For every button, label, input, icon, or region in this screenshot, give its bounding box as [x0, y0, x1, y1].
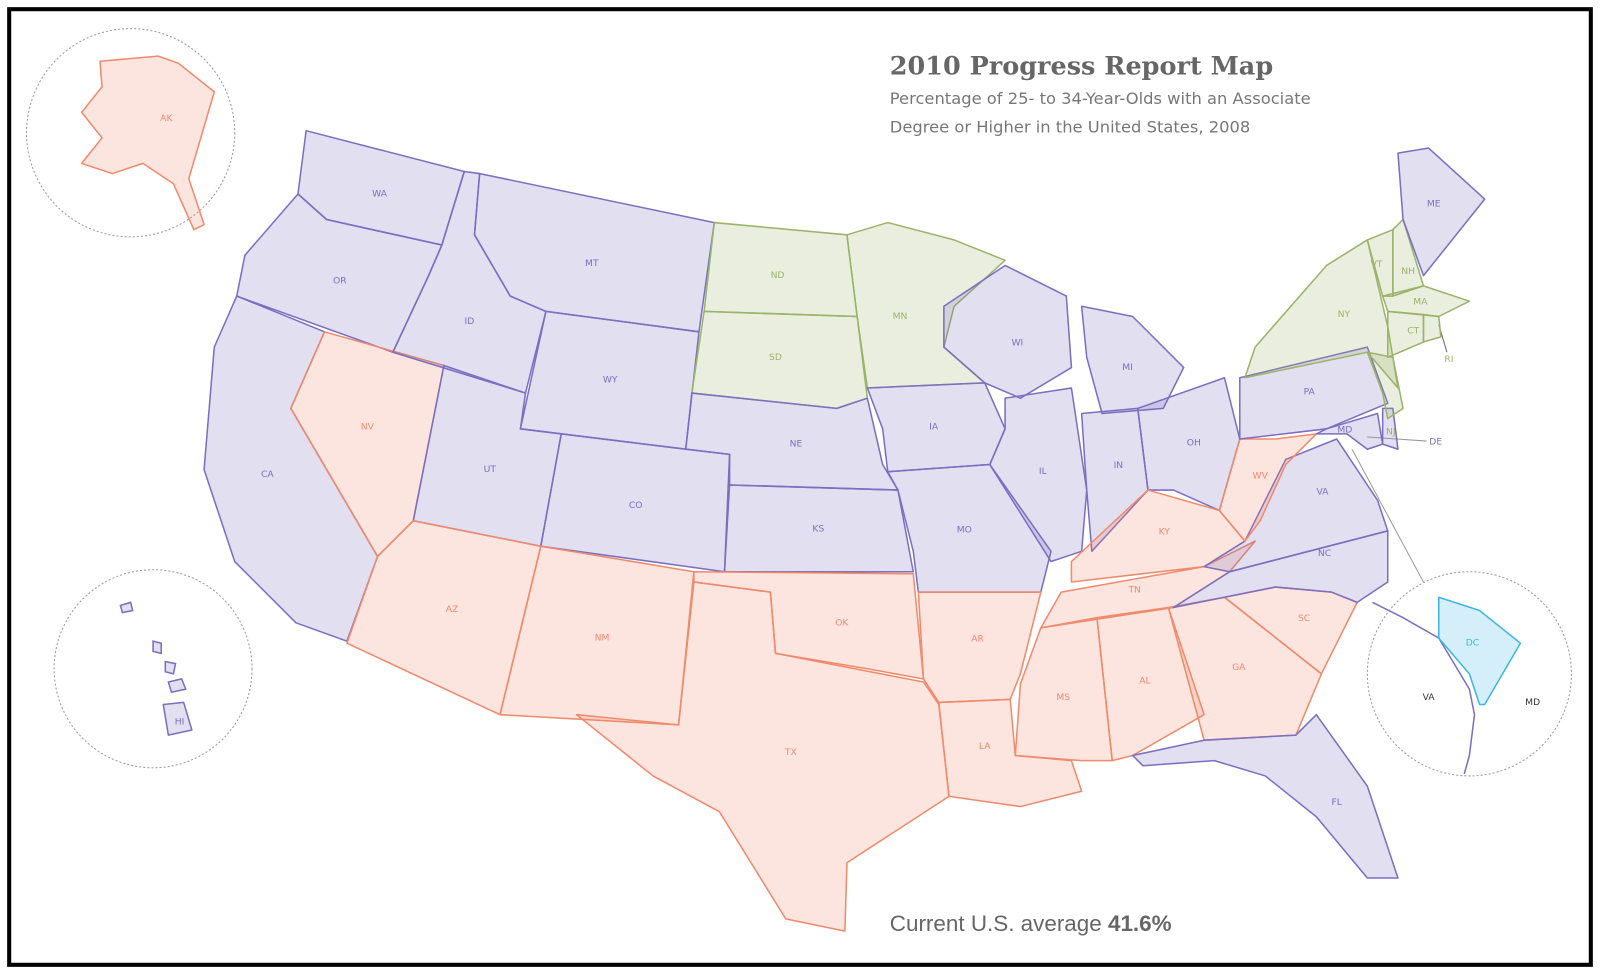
- state-label: ND: [771, 270, 785, 281]
- state-label: ME: [1427, 199, 1441, 210]
- state-label: CA: [261, 469, 274, 480]
- state-label: GA: [1232, 662, 1246, 673]
- state-label: VT: [1371, 259, 1383, 270]
- state-shape: [1422, 313, 1442, 343]
- footer-text: Current U.S. average: [890, 911, 1102, 936]
- state-label: LA: [979, 741, 991, 752]
- state-label: AZ: [446, 604, 459, 615]
- state-shape: [1203, 438, 1389, 573]
- state-shape: [1096, 606, 1205, 762]
- state-shape: [1397, 147, 1486, 277]
- inset-border: [1372, 601, 1476, 775]
- state-label: NC: [1318, 548, 1331, 559]
- state-label: KS: [812, 523, 824, 534]
- island-shape: [152, 640, 162, 655]
- inset-circle: [53, 569, 253, 769]
- state-label: WA: [372, 188, 388, 199]
- state-shape: [938, 698, 1083, 808]
- inset-circle: [26, 28, 236, 238]
- state-shape: [346, 519, 542, 716]
- state-shape: [1239, 346, 1389, 440]
- state-label: RI: [1444, 354, 1453, 365]
- state-label: AL: [1139, 675, 1151, 686]
- state-shape: [80, 55, 216, 231]
- inset-label: MD: [1525, 697, 1540, 708]
- state-label: UT: [484, 464, 497, 475]
- state-shape: [1080, 407, 1149, 553]
- state-label: SD: [769, 352, 782, 363]
- state-shape: [575, 581, 950, 932]
- state-label: WY: [603, 374, 618, 385]
- state-shape: [1381, 285, 1471, 318]
- state-shape: [1172, 530, 1389, 609]
- state-label: MT: [585, 258, 599, 269]
- state-label: DE: [1429, 437, 1442, 448]
- state-label: NV: [361, 421, 375, 432]
- state-label: NE: [790, 439, 803, 450]
- state-shape: [846, 221, 1006, 389]
- inset-circle: [1366, 571, 1572, 777]
- state-label: WI: [1011, 338, 1023, 349]
- state-label: ID: [464, 316, 474, 327]
- state-shape: [1381, 407, 1399, 450]
- state-label: TN: [1127, 585, 1140, 596]
- state-label: AR: [971, 634, 984, 645]
- footer-value: 41.6%: [1108, 911, 1172, 936]
- state-label: PA: [1304, 387, 1316, 398]
- state-label: OH: [1187, 438, 1201, 449]
- state-label: NJ: [1386, 426, 1396, 437]
- state-label: MO: [957, 524, 972, 535]
- island-shape: [119, 601, 134, 614]
- title: 2010 Progress Report Map: [890, 52, 1273, 82]
- state-label: NY: [1338, 309, 1351, 320]
- state-label: OR: [333, 275, 347, 286]
- state-shape: [162, 701, 193, 736]
- state-label: SC: [1298, 613, 1310, 624]
- state-label: VA: [1316, 487, 1329, 498]
- state-shape: [1438, 596, 1522, 706]
- subtitle: Percentage of 25- to 34-Year-Olds with a…: [890, 89, 1311, 108]
- leader-line: [1351, 448, 1424, 583]
- state-label: CT: [1407, 325, 1419, 336]
- state-label: KY: [1159, 526, 1171, 537]
- state-label: MS: [1056, 692, 1070, 703]
- state-label: AK: [160, 113, 173, 124]
- state-label: IN: [1114, 460, 1124, 471]
- state-label: MN: [893, 311, 908, 322]
- state-label: MI: [1122, 362, 1133, 373]
- inset-label: VA: [1423, 692, 1436, 703]
- state-label: DC: [1466, 638, 1479, 649]
- island-shape: [167, 678, 187, 694]
- state-label: MA: [1413, 297, 1428, 308]
- state-label: HI: [175, 716, 185, 727]
- island-shape: [164, 660, 177, 675]
- state-label: FL: [1332, 797, 1343, 808]
- state-shape: [1131, 713, 1399, 879]
- subtitle: Degree or Higher in the United States, 2…: [890, 118, 1250, 137]
- state-shape: [723, 484, 915, 573]
- footer: Current U.S. average 41.6%: [890, 911, 1172, 936]
- state-label: IA: [929, 421, 939, 432]
- state-shape: [943, 264, 1073, 399]
- state-label: MD: [1337, 424, 1352, 435]
- state-label: CO: [629, 500, 643, 511]
- state-label: WV: [1253, 470, 1269, 481]
- state-label: NH: [1401, 266, 1415, 277]
- state-label: OK: [835, 617, 849, 628]
- state-label: NM: [595, 633, 610, 644]
- state-shape: [989, 387, 1088, 563]
- state-label: TX: [784, 747, 797, 758]
- state-label: IL: [1039, 466, 1048, 477]
- state-shape: [1080, 305, 1185, 415]
